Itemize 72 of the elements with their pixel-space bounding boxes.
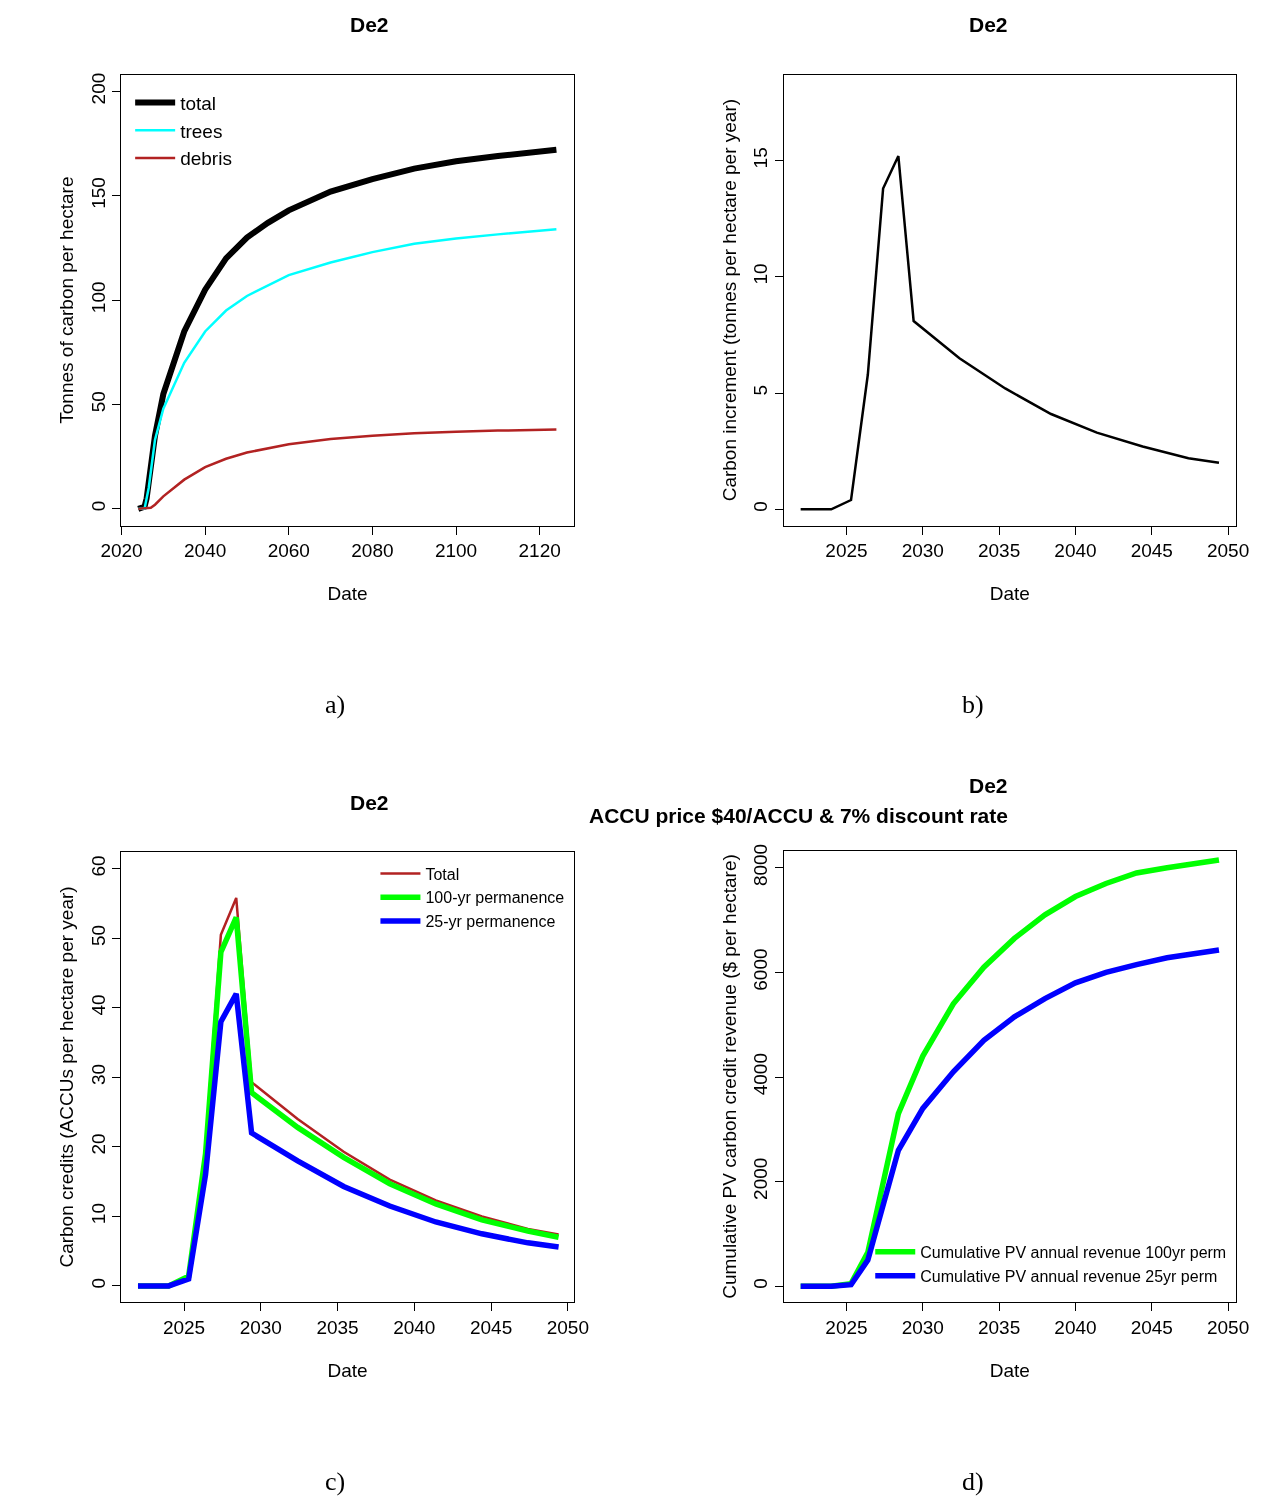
y-tick-label: 200	[87, 72, 109, 105]
y-tick-label: 50	[87, 924, 109, 946]
y-axis-title: Carbon credits (ACCUs per hectare per year)	[56, 886, 78, 1268]
x-axis-title: Date	[989, 583, 1030, 605]
x-tick-label: 2080	[351, 540, 394, 562]
y-tick-label: 10	[87, 1203, 109, 1225]
y-tick-label: 0	[87, 500, 109, 512]
y-tick-label: 20	[87, 1133, 109, 1155]
x-tick-label: 2020	[100, 540, 143, 562]
legend-label: 100-yr permanence	[425, 889, 565, 907]
x-tick-label: 2035	[977, 540, 1021, 562]
y-axis-title: Cumulative PV carbon credit revenue ($ per hectare)	[719, 854, 741, 1299]
y-tick-label: 10	[750, 263, 772, 285]
x-tick-label: 2030	[901, 1316, 944, 1338]
x-axis-title: Date	[327, 583, 368, 605]
x-tick-label: 2060	[267, 540, 310, 562]
legend-label: debris	[180, 148, 232, 170]
y-tick-label: 40	[87, 994, 109, 1016]
x-tick-label: 2045	[1130, 1316, 1173, 1338]
legend-label: 25-yr permanence	[425, 913, 556, 931]
text: a)	[325, 690, 346, 719]
y-tick-label: 30	[87, 1063, 109, 1086]
x-tick-label: 2035	[316, 1316, 359, 1338]
legend-label: trees	[180, 120, 223, 142]
y-tick-label: 4000	[750, 1053, 772, 1096]
x-tick-label: 2025	[825, 1316, 868, 1338]
y-tick-label: 8000	[750, 843, 772, 887]
x-tick-label: 2120	[518, 540, 561, 562]
legend-label: Total	[425, 865, 460, 883]
y-tick-label: 2000	[750, 1157, 772, 1200]
chart-subtitle: ACCU price $40/ACCU & 7% discount rate	[589, 804, 1008, 827]
x-tick-label: 2030	[901, 540, 944, 562]
x-tick-label: 2040	[184, 540, 227, 562]
y-tick-label: 100	[87, 281, 109, 314]
legend-label: Cumulative PV annual revenue 100yr perm	[920, 1244, 1227, 1262]
x-tick-label: 2025	[162, 1316, 206, 1338]
y-tick-label: 0	[87, 1277, 109, 1289]
line-series	[136, 428, 558, 511]
x-tick-label: 2050	[546, 1316, 589, 1338]
y-tick-label: 0	[750, 1278, 772, 1289]
y-tick-label: 15	[750, 147, 772, 169]
chart-title: De2	[969, 13, 1008, 36]
y-axis-title: Carbon increment (tonnes per hectare per year)	[719, 98, 741, 502]
y-tick-label: 50	[87, 391, 109, 413]
legend-label: Cumulative PV annual revenue 25yr perm	[920, 1267, 1218, 1285]
text: b)	[962, 690, 984, 719]
x-tick-label: 2030	[239, 1316, 282, 1338]
chart-title: De2	[969, 774, 1008, 797]
legend-label: total	[180, 92, 217, 114]
x-tick-label: 2045	[1130, 540, 1173, 562]
y-axis-title: Tonnes of carbon per hectare	[56, 176, 78, 424]
line-series	[799, 154, 1221, 511]
y-tick-label: 0	[750, 501, 772, 512]
y-tick-label: 5	[750, 384, 772, 396]
y-tick-label: 150	[87, 177, 109, 209]
y-tick-label: 6000	[750, 948, 772, 991]
chart-title: De2	[350, 13, 389, 36]
x-tick-label: 2040	[1054, 1316, 1097, 1338]
x-tick-label: 2100	[434, 540, 478, 562]
y-tick-label: 60	[87, 855, 109, 877]
x-tick-label: 2050	[1206, 1316, 1250, 1338]
chart-title: De2	[350, 791, 389, 814]
x-tick-label: 2040	[393, 1316, 436, 1338]
text: d)	[962, 1467, 984, 1496]
x-axis-title: Date	[327, 1359, 368, 1381]
x-tick-label: 2050	[1206, 540, 1250, 562]
x-axis-title: Date	[989, 1359, 1030, 1381]
x-tick-label: 2035	[977, 1316, 1021, 1338]
x-tick-label: 2045	[469, 1316, 513, 1338]
x-tick-label: 2040	[1054, 540, 1097, 562]
x-tick-label: 2025	[825, 540, 868, 562]
text: c)	[325, 1467, 346, 1496]
